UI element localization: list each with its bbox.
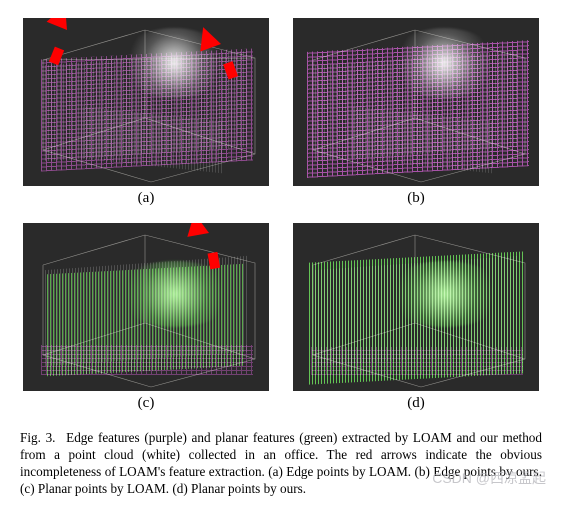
subfig-a: (a) — [20, 18, 272, 219]
sublabel-b: (b) — [407, 190, 425, 207]
pointcloud-room — [293, 18, 539, 186]
pointcloud-room — [293, 223, 539, 391]
sublabel-d: (d) — [407, 395, 425, 412]
sublabel-a: (a) — [138, 190, 155, 207]
subfig-b: (b) — [290, 18, 542, 219]
caption-body: Edge features (purple) and planar featur… — [20, 430, 542, 496]
panel-a — [23, 18, 269, 186]
panel-c — [23, 223, 269, 391]
caption-prefix: Fig. 3. — [20, 430, 55, 445]
subfig-d: (d) — [290, 223, 542, 424]
pointcloud-room — [23, 18, 269, 186]
figure-grid: (a) (b) — [20, 18, 542, 424]
subfig-c: (c) — [20, 223, 272, 424]
panel-d — [293, 223, 539, 391]
figure-caption: Fig. 3. Edge features (purple) and plana… — [20, 430, 542, 498]
panel-b — [293, 18, 539, 186]
sublabel-c: (c) — [138, 395, 155, 412]
pointcloud-room — [23, 223, 269, 391]
